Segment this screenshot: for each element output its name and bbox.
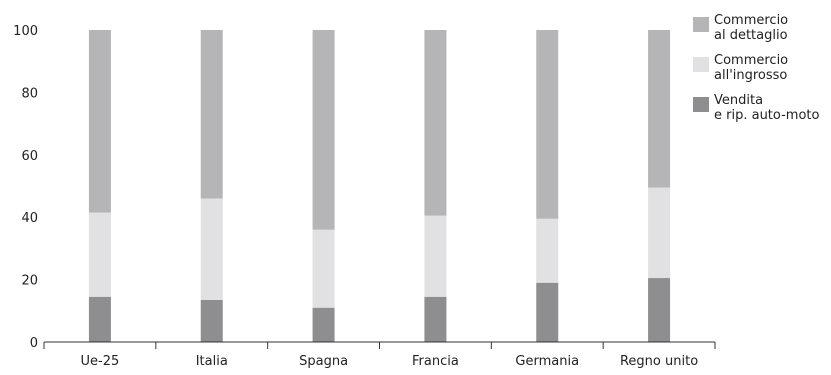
bars-group bbox=[88, 30, 671, 342]
x-tick-label-0: Ue-25 bbox=[81, 354, 120, 369]
legend-label-0-0: Commercio bbox=[714, 13, 788, 28]
legend-swatch-0 bbox=[693, 17, 709, 32]
y-tick-label-3: 60 bbox=[21, 149, 38, 164]
bar-segment-2-2 bbox=[312, 30, 335, 230]
bar-segment-4-1 bbox=[536, 218, 559, 283]
bar-segment-2-0 bbox=[312, 307, 335, 342]
bar-segment-3-0 bbox=[424, 296, 447, 342]
bar-segment-4-2 bbox=[536, 30, 559, 219]
x-tick-label-2: Spagna bbox=[299, 354, 348, 369]
y-tick-label-0: 0 bbox=[30, 336, 38, 351]
legend-label-0-1: al dettaglio bbox=[714, 28, 788, 43]
bar-segment-5-1 bbox=[648, 187, 671, 279]
legend-label-2-0: Vendita bbox=[714, 93, 763, 108]
legend-swatch-2 bbox=[693, 97, 709, 112]
y-tick-label-4: 80 bbox=[21, 86, 38, 101]
x-tick-label-5: Regno unito bbox=[620, 354, 698, 369]
bar-segment-1-2 bbox=[200, 30, 223, 199]
bar-segment-4-0 bbox=[536, 282, 559, 342]
bar-segment-5-0 bbox=[648, 278, 671, 342]
bar-segment-3-1 bbox=[424, 215, 447, 297]
x-tick-label-3: Francia bbox=[412, 354, 459, 369]
y-tick-label-5: 100 bbox=[13, 24, 38, 39]
y-tick-label-2: 40 bbox=[21, 211, 38, 226]
x-tick-label-1: Italia bbox=[196, 354, 228, 369]
axes-group: Ue-25 Italia Spagna Francia Germania Regno un… bbox=[13, 24, 716, 369]
legend-label-1-0: Commercio bbox=[714, 53, 788, 68]
legend-label-1-1: all'ingrosso bbox=[714, 68, 787, 83]
bar-segment-0-1 bbox=[88, 212, 111, 297]
bar-segment-5-2 bbox=[648, 30, 671, 188]
legend-label-2-1: e rip. auto-moto bbox=[714, 108, 820, 123]
bar-segment-0-2 bbox=[88, 30, 111, 213]
bar-segment-1-1 bbox=[200, 198, 223, 300]
bar-segment-2-1 bbox=[312, 229, 335, 308]
x-tick-label-4: Germania bbox=[515, 354, 579, 369]
bar-segment-0-0 bbox=[88, 296, 111, 342]
bar-segment-1-0 bbox=[200, 299, 223, 342]
y-tick-label-1: 20 bbox=[21, 274, 38, 289]
bar-segment-3-2 bbox=[424, 30, 447, 216]
legend-swatch-1 bbox=[693, 57, 709, 72]
